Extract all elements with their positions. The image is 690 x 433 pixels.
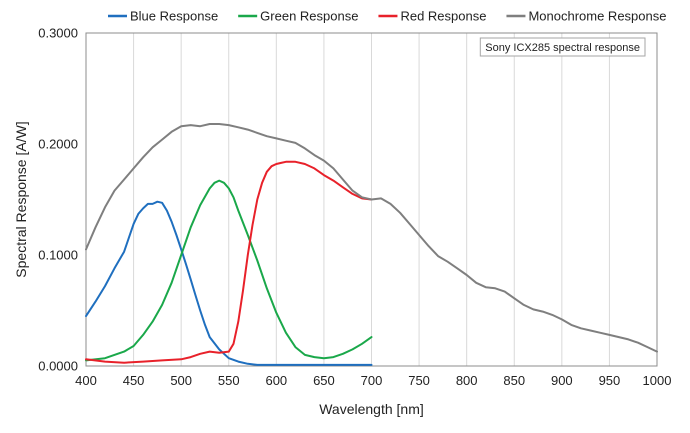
x-tick-label: 750 <box>408 373 430 388</box>
y-tick-label: 0.3000 <box>38 26 78 41</box>
x-tick-label: 950 <box>599 373 621 388</box>
y-tick-label: 0.1000 <box>38 248 78 263</box>
series-layer <box>85 123 658 366</box>
y-tick-label: 0.0000 <box>38 359 78 374</box>
x-tick-label: 450 <box>123 373 145 388</box>
y-tick-label: 0.2000 <box>38 137 78 152</box>
x-tick-label: 650 <box>313 373 335 388</box>
plot-frame <box>85 32 658 367</box>
blue-response-line <box>85 200 373 366</box>
y-axis-title: Spectral Response [A/W] <box>13 121 29 277</box>
red-response-line <box>85 160 373 364</box>
x-tick-label: 500 <box>170 373 192 388</box>
annotation-box: Sony ICX285 spectral response <box>479 37 646 57</box>
x-tick-label: 700 <box>361 373 383 388</box>
x-tick-label: 600 <box>265 373 287 388</box>
green-response-legend-label: Green Response <box>260 9 358 24</box>
x-tick-label: 550 <box>218 373 240 388</box>
x-tick-label: 1000 <box>643 373 672 388</box>
x-tick-label: 800 <box>456 373 478 388</box>
x-axis-title: Wavelength [nm] <box>319 401 424 417</box>
x-tick-label: 850 <box>503 373 525 388</box>
annotation-text: Sony ICX285 spectral response <box>485 42 640 54</box>
x-tick-label: 900 <box>551 373 573 388</box>
monochrome-response-legend-label: Monochrome Response <box>528 9 666 24</box>
blue-response-legend-label: Blue Response <box>130 9 218 24</box>
axis-layer: 400 450 500 550 600 650 700 750 800 850 900 950 1000… <box>38 26 671 389</box>
green-response-line <box>85 179 373 362</box>
red-response-legend-label: Red Response <box>400 9 486 24</box>
annotation-frame <box>479 37 646 57</box>
x-tick-label: 400 <box>75 373 97 388</box>
legend: Blue Response Green Response Red Response M… <box>108 9 666 24</box>
monochrome-response-line <box>85 123 658 353</box>
